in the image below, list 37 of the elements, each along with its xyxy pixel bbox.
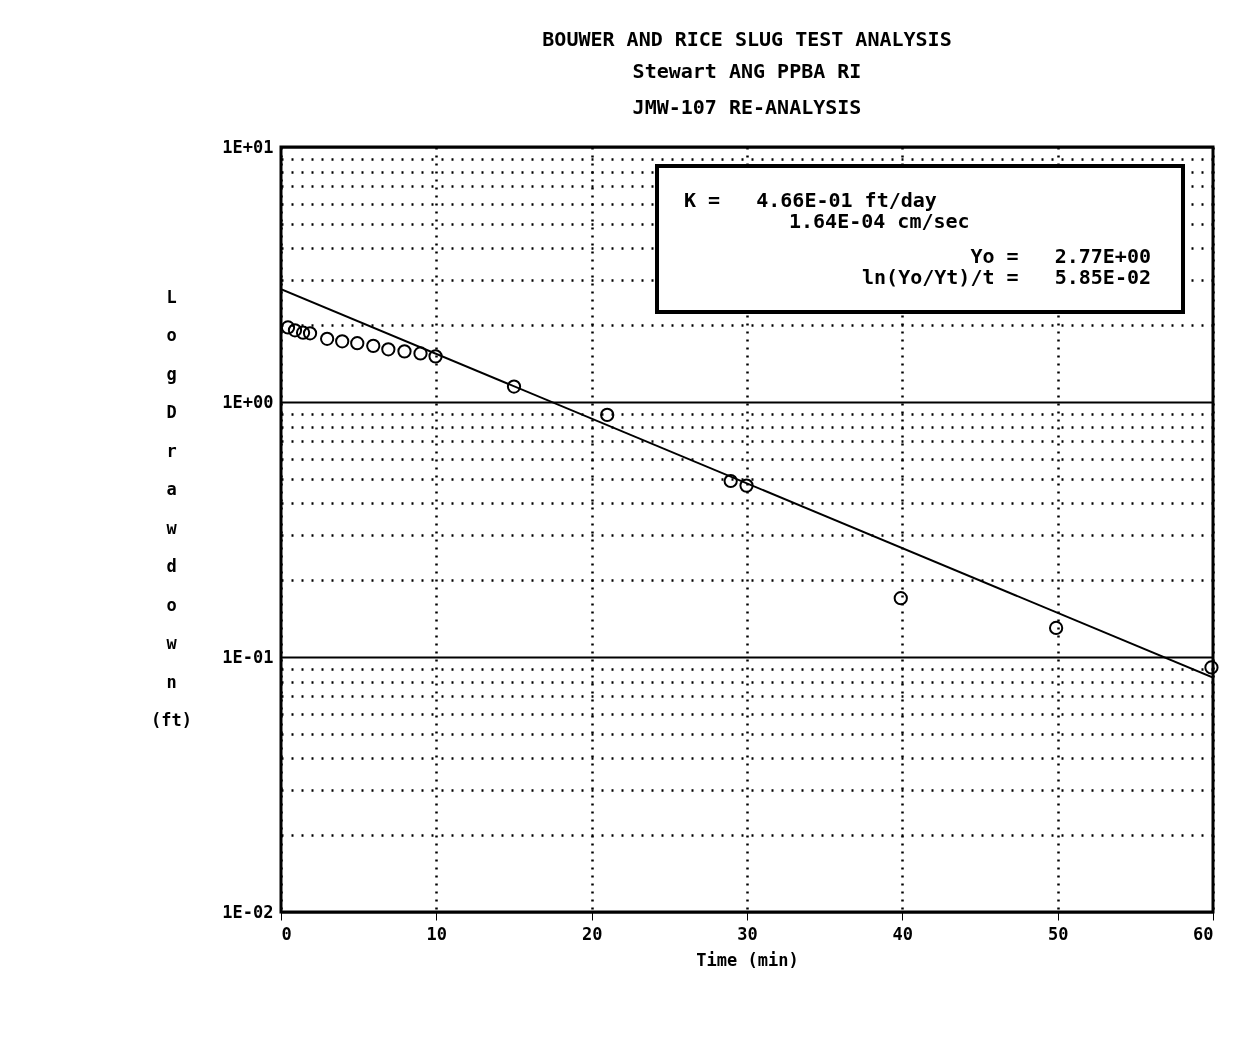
x-tick-label: 50 xyxy=(1047,923,1069,944)
text: Log Drawdown (ft) xyxy=(151,286,192,730)
point xyxy=(280,320,296,335)
point xyxy=(302,326,318,341)
point xyxy=(350,336,365,351)
point xyxy=(366,338,381,353)
point xyxy=(335,334,350,349)
point xyxy=(723,473,738,489)
point xyxy=(428,349,443,364)
point xyxy=(295,325,311,340)
x-tick-label: 30 xyxy=(737,923,758,944)
y-tick-label: 1E+01 xyxy=(222,136,274,157)
point xyxy=(397,344,412,359)
annotation: Yo = 2.77E+00 xyxy=(969,244,1152,268)
point xyxy=(287,323,303,338)
point xyxy=(600,407,615,423)
x-tick-label: 0 xyxy=(281,923,292,944)
point xyxy=(506,379,522,394)
y-tick-label: 1E-02 xyxy=(222,901,274,922)
x-tick-label: 40 xyxy=(892,923,914,944)
y-tick-label: 1E-01 xyxy=(222,646,274,667)
y-tick-label: 1E+00 xyxy=(222,391,274,412)
point xyxy=(381,342,396,357)
x-tick-label: 20 xyxy=(581,923,603,944)
annotation: ln(Yo/Yt)/t = 5.85E-02 xyxy=(861,265,1152,289)
x-tick-label: 60 xyxy=(1193,923,1214,944)
x-tick-label: 10 xyxy=(426,923,448,944)
chart-subtitle: Stewart ANG PPBA RI JMW-107 RE-ANALYSIS xyxy=(632,59,862,119)
x-axis-title: Time (min) xyxy=(696,949,799,970)
point xyxy=(320,331,335,346)
chart-title: BOUWER AND RICE SLUG TEST ANALYSIS xyxy=(542,27,952,51)
point xyxy=(739,478,754,493)
annotation: K = 4.66E-01 ft/day xyxy=(683,188,938,212)
point xyxy=(1048,620,1064,636)
point xyxy=(893,591,908,606)
point xyxy=(1204,660,1219,675)
point xyxy=(413,346,428,361)
